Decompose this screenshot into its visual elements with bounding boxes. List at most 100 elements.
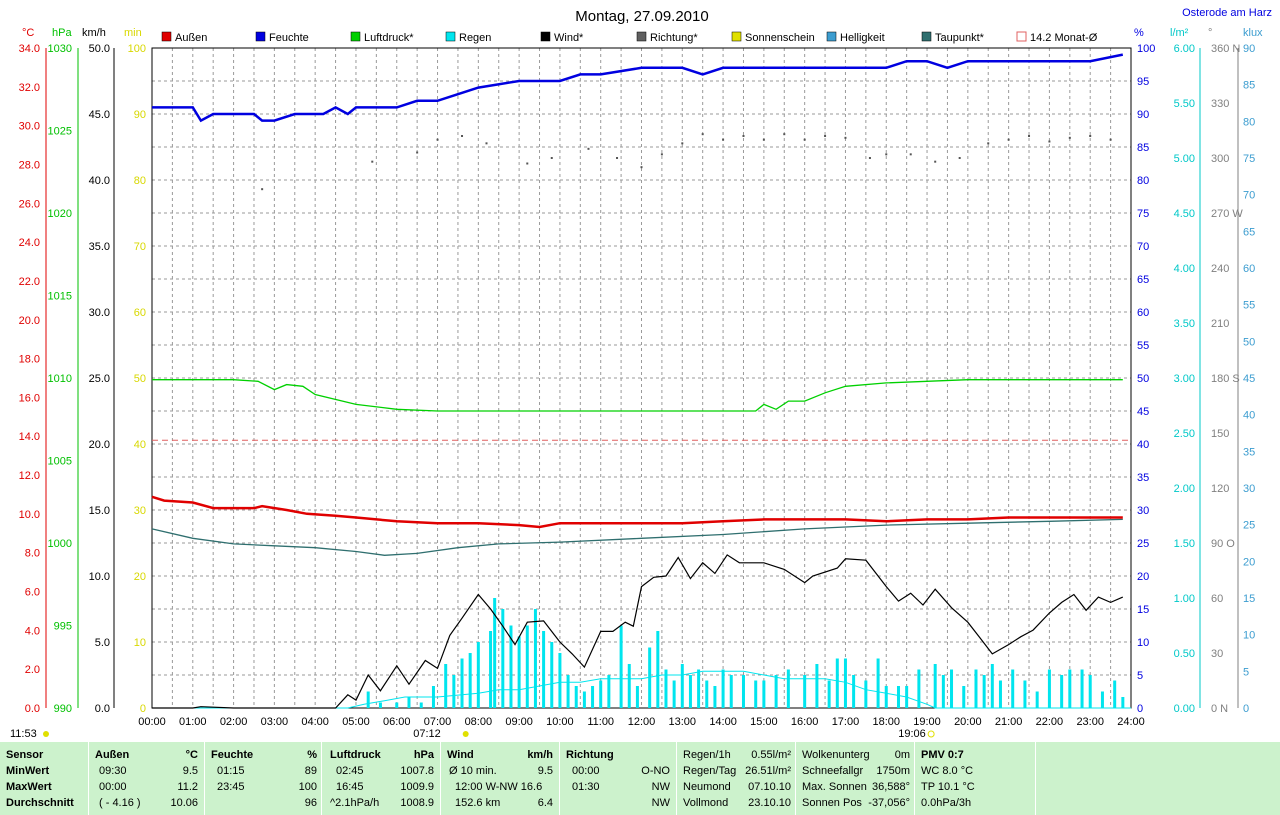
rain-bar [1100, 691, 1104, 708]
stats-neumond-val: 07.10.10 [748, 781, 791, 793]
y-tick-deg: 360 N [1211, 43, 1240, 55]
direction-dot [824, 135, 827, 137]
y-tick-pct: 80 [1137, 175, 1149, 187]
direction-dot [616, 157, 619, 159]
legend-label: Außen [175, 32, 207, 44]
rain-bar [599, 680, 603, 708]
stats-aussen-max-val: 11.2 [177, 781, 198, 793]
axis-unit-hpa: hPa [52, 27, 72, 39]
rain-bar [672, 680, 676, 708]
y-tick-min: 10 [134, 637, 146, 649]
time-corner: 11:53 [10, 728, 37, 740]
rain-bar [827, 680, 831, 708]
y-tick-klux: 90 [1243, 43, 1255, 55]
stats-sensor-head: Sensor [6, 749, 44, 761]
y-tick-pct: 45 [1137, 406, 1149, 418]
direction-dot [958, 157, 961, 159]
stats-wolken-col: Wolkenunterg 0m Schneefallgr 1750m Max. … [796, 742, 914, 815]
x-tick-label: 16:00 [791, 716, 819, 728]
stats-aussen-avg-note: ( - 4.16 ) [99, 797, 141, 809]
rain-bar [803, 675, 807, 708]
stats-schnee-val: 1750m [876, 765, 910, 777]
stats-aussen-avg-val: 10.06 [170, 797, 198, 809]
stats-row-max: MaxWert [6, 781, 52, 793]
y-tick-pct: 50 [1137, 373, 1149, 385]
y-tick-rain: 2.50 [1174, 428, 1195, 440]
y-tick-klux: 25 [1243, 520, 1255, 532]
chart-axes: 34.0 32.0 30.0 28.0 26.0 24.0 22.0 20.0 18.0 16.0… [19, 43, 1256, 715]
stats-regen-1h-label: Regen/1h [683, 749, 731, 761]
rain-bar [1060, 675, 1064, 708]
stats-luftdruck-col: Luftdruck hPa 02:45 1007.8 16:45 1009.9 … [322, 742, 440, 815]
y-tick-deg: 210 [1211, 318, 1229, 330]
rain-bar [591, 686, 595, 708]
y-tick-rain: 3.00 [1174, 373, 1195, 385]
stats-wolken-label: Wolkenunterg [802, 749, 870, 761]
y-tick-klux: 20 [1243, 556, 1255, 568]
legend-swatch [540, 31, 551, 42]
axis-unit-min: min [124, 27, 142, 39]
rain-bar [864, 680, 868, 708]
y-tick-rain: 4.50 [1174, 208, 1195, 220]
stats-sensor-col: Sensor MinWert MaxWert Durchschnitt [0, 742, 88, 815]
y-tick-rain: 4.00 [1174, 263, 1195, 275]
direction-dot [261, 188, 264, 191]
x-tick-label: 14:00 [709, 716, 737, 728]
legend-label: Luftdruck* [364, 32, 414, 44]
stats-feuchte-max-time: 23:45 [217, 781, 245, 793]
x-tick-label: 04:00 [301, 716, 329, 728]
legend-label: 14.2 Monat-Ø [1030, 32, 1098, 44]
stats-richtung-avg-val: NW [651, 797, 670, 809]
y-tick-kmh: 45.0 [89, 109, 110, 121]
y-tick-klux: 85 [1243, 80, 1255, 92]
y-tick-temp: 0.0 [25, 703, 40, 715]
rain-bar [501, 609, 505, 708]
sunset-marker [927, 730, 935, 738]
rain-bar [1113, 680, 1117, 708]
stats-aussen-head: Außen [95, 749, 130, 761]
legend-swatch [255, 31, 266, 42]
stats-aussen-min-val: 9.5 [182, 765, 198, 777]
rain-bar [786, 669, 790, 708]
legend-swatch [731, 31, 742, 42]
time-marker [43, 731, 49, 737]
y-tick-pct: 35 [1137, 472, 1149, 484]
y-tick-pct: 90 [1137, 109, 1149, 121]
stats-row-min: MinWert [6, 765, 50, 777]
stats-wind-head: Wind [447, 749, 474, 761]
stats-richtung-head: Richtung [566, 749, 614, 761]
direction-dot [803, 138, 806, 141]
rain-bar [852, 675, 856, 708]
y-tick-klux: 5 [1243, 666, 1249, 678]
direction-dot [844, 136, 847, 139]
rain-bar [982, 675, 986, 708]
series-line-taupunkt [151, 518, 1123, 556]
direction-dot [909, 153, 912, 156]
stats-richtung-max-val: NW [651, 781, 670, 793]
y-tick-kmh: 35.0 [89, 241, 110, 253]
y-tick-temp: 14.0 [19, 431, 40, 443]
y-tick-hpa: 1015 [48, 291, 72, 303]
stats-feuchte-max-val: 100 [298, 781, 317, 793]
direction-dot [660, 153, 663, 156]
y-tick-hpa: 1005 [48, 456, 72, 468]
rain-bar [378, 702, 382, 708]
axis-unit-pct: % [1134, 27, 1144, 39]
y-tick-klux: 60 [1243, 263, 1255, 275]
series-line-wind [152, 554, 1124, 709]
y-tick-temp: 6.0 [25, 587, 40, 599]
direction-dot [742, 135, 745, 137]
direction-dot [1068, 136, 1071, 139]
y-tick-temp: 2.0 [25, 664, 40, 676]
rain-bar [533, 609, 537, 708]
x-tick-label: 12:00 [628, 716, 656, 728]
rain-bar [962, 686, 966, 708]
x-tick-label: 05:00 [342, 716, 370, 728]
y-tick-kmh: 50.0 [89, 43, 110, 55]
x-tick-label: 06:00 [383, 716, 411, 728]
stats-sonnenpos-label: Sonnen Pos [802, 797, 862, 809]
stats-pmv-wc: WC 8.0 °C [921, 765, 974, 777]
y-tick-deg: 300 [1211, 153, 1229, 165]
rain-bar [998, 680, 1002, 708]
legend-swatch [350, 31, 361, 42]
